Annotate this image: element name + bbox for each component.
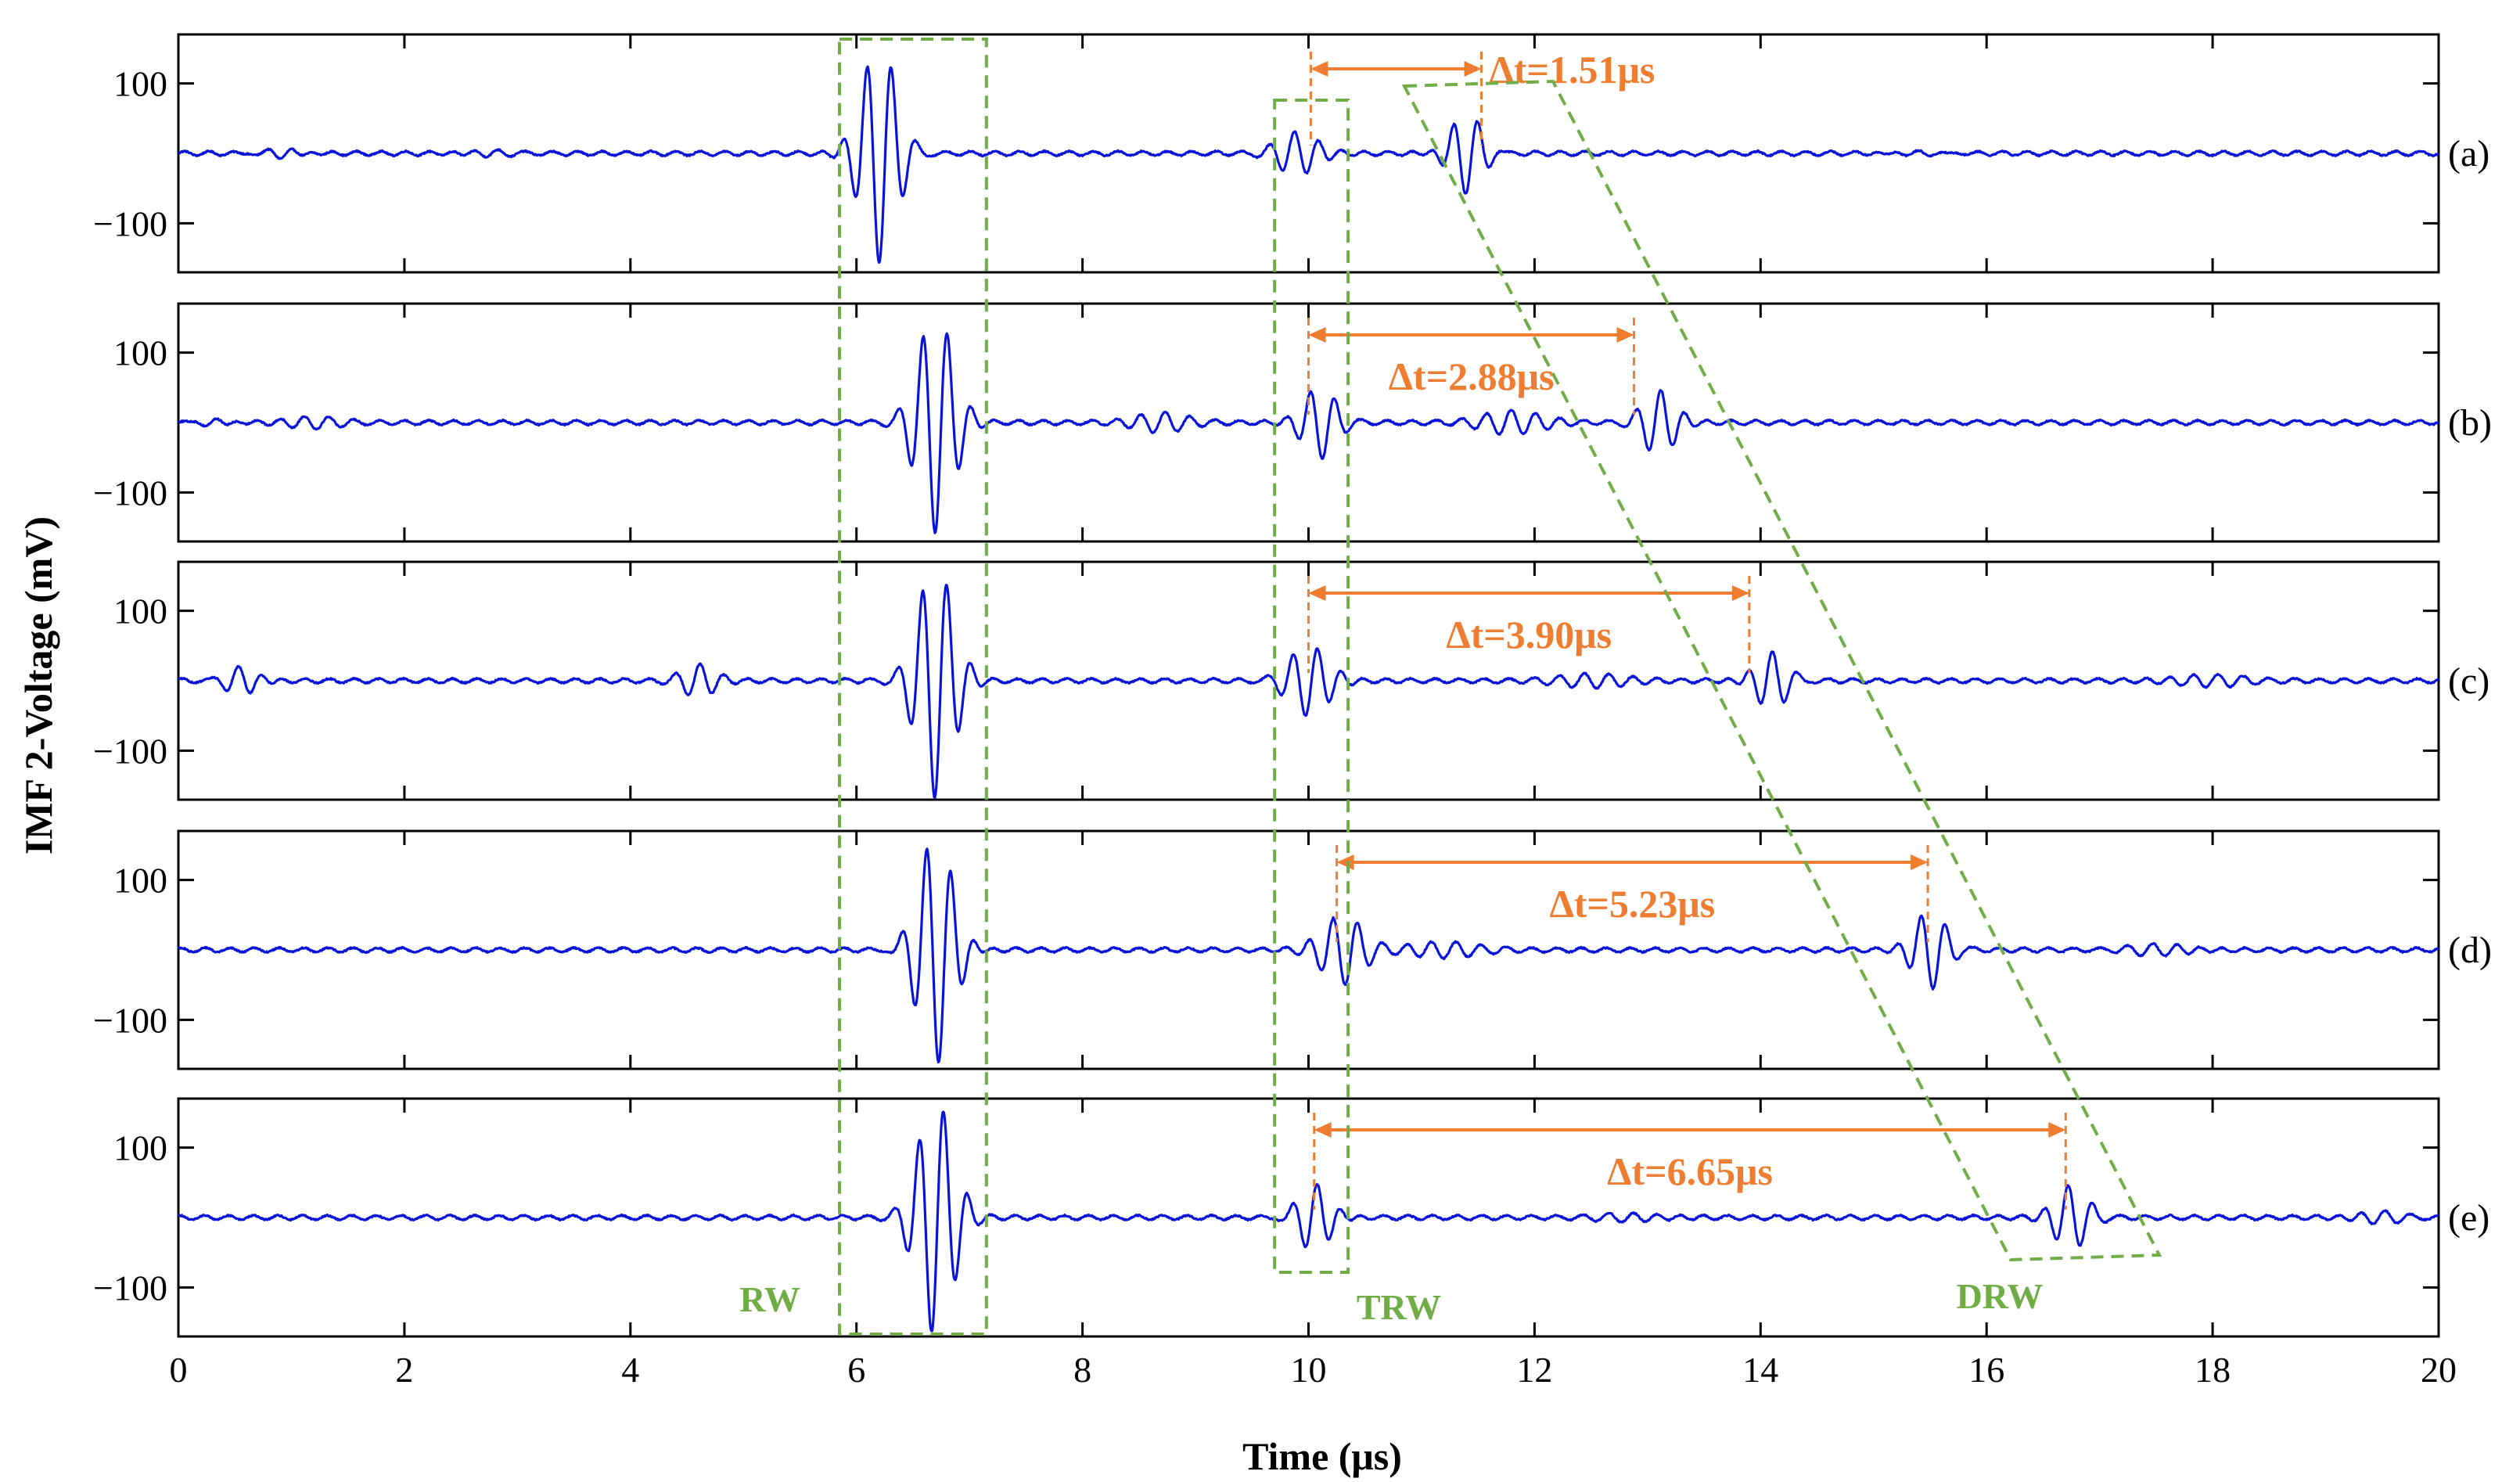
x-tick-label: 4 — [621, 1350, 639, 1390]
panel-label: (d) — [2448, 930, 2492, 971]
delta-t-label: Δt=5.23μs — [1549, 882, 1715, 926]
delta-t-label: Δt=1.51μs — [1490, 48, 1655, 92]
y-tick-label: −100 — [93, 203, 167, 243]
arrowhead-right — [2048, 1122, 2066, 1138]
arrowhead-right — [1616, 327, 1634, 343]
y-tick-label: 100 — [113, 861, 167, 901]
y-tick-label: −100 — [93, 1268, 167, 1308]
signal-trace — [177, 847, 2440, 1064]
delta-t-annotation: Δt=6.65μs — [1313, 1113, 2067, 1210]
x-tick-label: 6 — [847, 1350, 865, 1390]
arrowhead-left — [1308, 327, 1326, 343]
delta-t-label: Δt=6.65μs — [1607, 1149, 1773, 1193]
arrowhead-right — [1464, 61, 1482, 77]
trw-label: TRW — [1357, 1287, 1441, 1327]
arrowhead-left — [1336, 854, 1354, 870]
x-tick-label: 18 — [2195, 1350, 2231, 1390]
panels-layer: 100 −100 (a) 100 −100 (b) 100 −100 (c) 100 −100 (d)… — [93, 33, 2492, 1338]
signal-trace — [178, 65, 2439, 264]
arrowhead-left — [1310, 61, 1328, 77]
y-tick-label: 100 — [113, 592, 167, 631]
panel-e: 100 −100 (e) — [93, 1097, 2489, 1338]
panel-label: (c) — [2448, 660, 2489, 702]
x-tick-label: 0 — [170, 1350, 188, 1390]
arrowhead-left — [1314, 1122, 1332, 1138]
overlay-layer: Δt=1.51μs Δt=2.88μs Δt=3.90μs Δt=5.23μs Δt=6… — [739, 38, 2162, 1336]
panel-d: 100 −100 (d) — [93, 829, 2492, 1070]
signal-trace — [178, 584, 2439, 800]
drw-region-box — [1401, 79, 2162, 1262]
delta-t-annotation: Δt=5.23μs — [1335, 845, 1929, 942]
panel-frame — [177, 302, 2440, 543]
x-tick-label: 20 — [2421, 1350, 2457, 1390]
signal-trace — [177, 332, 2440, 534]
y-tick-label: −100 — [93, 473, 167, 513]
axes-layer: IMF 2-Voltage (mV) Time (μs) 0 2 4 6 8 10 12 14… — [16, 516, 2457, 1478]
arrowhead-right — [1731, 585, 1749, 601]
delta-t-label: Δt=3.90μs — [1446, 613, 1612, 656]
x-tick-label: 14 — [1742, 1350, 1778, 1390]
rw-label: RW — [739, 1279, 800, 1319]
delta-t-annotation: Δt=2.88μs — [1307, 318, 1636, 415]
y-tick-label: −100 — [93, 731, 167, 771]
panel-label: (b) — [2448, 402, 2492, 444]
panel-label: (e) — [2448, 1197, 2489, 1239]
x-tick-label: 10 — [1291, 1350, 1327, 1390]
panel-label: (a) — [2448, 133, 2489, 174]
delta-t-annotation: Δt=3.90μs — [1307, 576, 1751, 673]
delta-t-annotation: Δt=1.51μs — [1309, 48, 1655, 146]
x-tick-label: 8 — [1073, 1350, 1091, 1390]
y-tick-label: 100 — [113, 333, 167, 373]
y-tick-label: −100 — [93, 1000, 167, 1040]
panel-b: 100 −100 (b) — [93, 302, 2492, 543]
rw-region-box — [838, 38, 988, 1336]
panel-a: 100 −100 (a) — [93, 33, 2489, 274]
x-tick-label: 12 — [1516, 1350, 1552, 1390]
y-tick-label: 100 — [113, 1128, 167, 1168]
panel-c: 100 −100 (c) — [93, 560, 2489, 801]
arrowhead-right — [1911, 854, 1929, 870]
delta-t-label: Δt=2.88μs — [1389, 354, 1555, 398]
y-axis-label: IMF 2-Voltage (mV) — [16, 516, 60, 854]
trw-region-box — [1273, 99, 1350, 1274]
signal-trace — [177, 1110, 2439, 1333]
x-axis-label: Time (μs) — [1242, 1434, 1402, 1478]
arrowhead-left — [1308, 585, 1326, 601]
drw-label: DRW — [1957, 1276, 2044, 1316]
x-tick-label: 2 — [395, 1350, 413, 1390]
x-tick-label: 16 — [1968, 1350, 2004, 1390]
y-tick-label: 100 — [113, 64, 167, 104]
